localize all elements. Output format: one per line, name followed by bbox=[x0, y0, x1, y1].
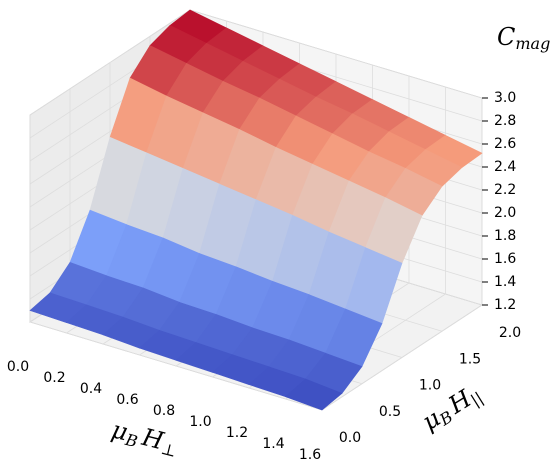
z-tick-label: 1.6 bbox=[494, 251, 516, 267]
x-tick-label: 1.2 bbox=[226, 425, 248, 441]
z-label-main: C bbox=[497, 23, 515, 51]
z-tick-label: 2.0 bbox=[494, 205, 516, 221]
z-tick-label: 2.2 bbox=[494, 182, 516, 198]
grid-line bbox=[29, 321, 323, 411]
grid-line bbox=[29, 9, 191, 116]
z-tick-label: 1.8 bbox=[494, 228, 516, 244]
y-tick-label: 0.0 bbox=[339, 430, 361, 446]
ticks: 0.0 0.2 0.4 0.6 0.8 1.0 1.2 1.4 1.6 0.0 0.5 1.0 1.5 2… bbox=[7, 90, 521, 463]
x-tick-label: 1.6 bbox=[299, 447, 321, 463]
z-tick-label: 2.8 bbox=[494, 113, 516, 129]
x-tick-label: 1.0 bbox=[189, 414, 211, 430]
y-tick-label: 2.0 bbox=[499, 325, 521, 341]
z-tick-label: 1.2 bbox=[494, 297, 516, 313]
z-axis-label: Cmag bbox=[497, 23, 550, 53]
z-tick-label: 2.6 bbox=[494, 136, 516, 152]
x-tick-label: 0.2 bbox=[43, 370, 65, 386]
z-tick-label: 3.0 bbox=[494, 90, 516, 106]
z-tick-label: 2.4 bbox=[494, 159, 516, 175]
x-axis-label: μBH⊥ bbox=[108, 415, 181, 460]
y-tick-label: 0.5 bbox=[379, 404, 401, 420]
x-label-sub2: ⊥ bbox=[159, 438, 178, 460]
grid-line bbox=[189, 9, 483, 99]
surface-patch bbox=[284, 378, 343, 411]
x-tick-label: 0.4 bbox=[80, 381, 102, 397]
z-tick-label: 1.4 bbox=[494, 274, 516, 290]
surface bbox=[29, 9, 483, 411]
y-tick-label: 1.5 bbox=[459, 351, 481, 367]
x-tick-label: 0.8 bbox=[153, 403, 175, 419]
x-tick-label: 1.4 bbox=[262, 436, 284, 452]
x-label-mu: μ bbox=[109, 415, 131, 446]
x-label-sub: B bbox=[123, 429, 140, 451]
x-tick-label: 0.6 bbox=[116, 392, 138, 408]
y-tick-label: 1.0 bbox=[419, 378, 441, 394]
x-tick-label: 0.0 bbox=[7, 359, 29, 375]
z-label-sub: mag bbox=[515, 34, 550, 53]
